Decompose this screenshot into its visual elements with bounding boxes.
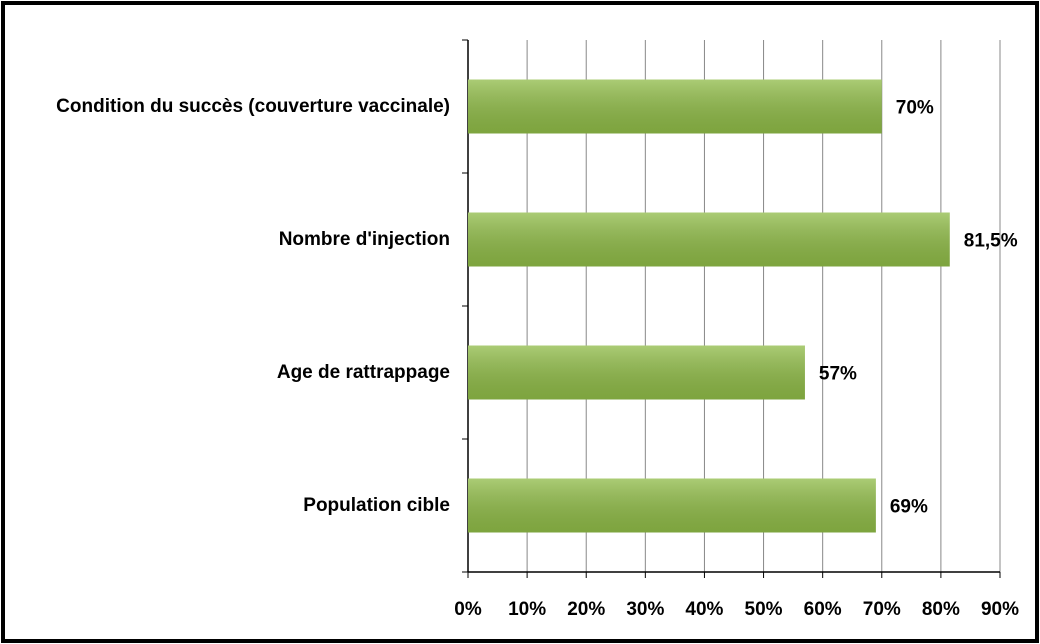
bar-shade	[468, 212, 950, 267]
y-tick-label: Nombre d'injection	[278, 228, 450, 250]
y-tick-label: Population cible	[303, 494, 450, 516]
x-tick-label: 80%	[922, 599, 960, 620]
bar-shade	[468, 345, 805, 400]
y-tick-label: Condition du succès (couverture vaccinal…	[56, 95, 450, 117]
y-tick-label: Age de rattrappage	[276, 361, 450, 383]
x-tick-label: 90%	[981, 599, 1019, 620]
x-tick-label: 60%	[804, 599, 842, 620]
bar-shade	[468, 478, 876, 533]
value-label: 70%	[896, 98, 934, 119]
x-tick-label: 30%	[626, 599, 664, 620]
x-tick-label: 50%	[745, 599, 783, 620]
bar-shade	[468, 79, 882, 134]
x-tick-label: 70%	[863, 599, 901, 620]
x-tick-label: 0%	[454, 599, 482, 620]
value-label: 69%	[890, 497, 928, 518]
value-label: 57%	[819, 364, 857, 385]
value-label: 81,5%	[964, 231, 1018, 252]
x-tick-label: 20%	[567, 599, 605, 620]
x-tick-label: 10%	[508, 599, 546, 620]
x-tick-label: 40%	[685, 599, 723, 620]
